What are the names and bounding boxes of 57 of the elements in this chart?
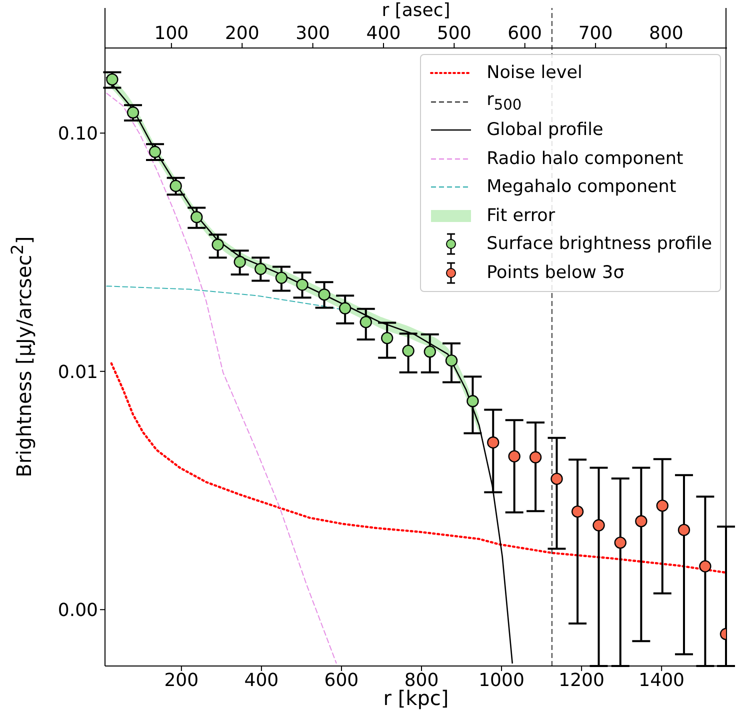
point [318, 288, 330, 301]
point [550, 472, 563, 485]
point [234, 256, 246, 268]
x-tick-label: 600 [324, 670, 359, 691]
point [678, 524, 690, 536]
legend-label: Megahalo component [486, 177, 676, 198]
point [170, 180, 182, 192]
point [275, 272, 288, 284]
legend-label: Global profile [486, 120, 604, 140]
point [445, 354, 458, 367]
point [699, 560, 712, 572]
point [508, 450, 520, 462]
point [126, 106, 140, 119]
x2-tick-label: 500 [436, 23, 472, 44]
y-tick-label: 0.01 [58, 362, 98, 383]
point [360, 316, 372, 328]
point [380, 332, 394, 344]
point [487, 436, 500, 449]
x-tick-label: 1000 [478, 670, 524, 691]
x-tick-label: 1400 [638, 670, 684, 691]
y-tick-label: 0.10 [58, 123, 98, 144]
legend-label: Radio halo component [486, 148, 684, 169]
x2-tick-label: 600 [508, 23, 542, 44]
point [614, 536, 626, 549]
legend-label: Fit error [486, 206, 556, 226]
x2-tick-label: 400 [366, 23, 401, 44]
x-tick-label: 200 [164, 670, 199, 691]
x2-tick-label: 300 [296, 23, 330, 44]
line-series [110, 362, 726, 574]
point [338, 302, 352, 314]
ref-line-label: r$_{500}$ [486, 90, 522, 114]
point [106, 73, 118, 86]
point [656, 500, 668, 512]
y-tick-label: 0.00 [58, 600, 98, 622]
x2-axis-title: r [asec] [380, 0, 452, 21]
point [466, 395, 479, 408]
x2-tick-label: 100 [154, 23, 189, 44]
point [190, 211, 203, 224]
point [571, 505, 584, 518]
point [296, 278, 308, 291]
legend-label: Surface brightness profile [486, 234, 712, 254]
x-tick-label: 1200 [558, 670, 604, 691]
point [212, 238, 224, 251]
point [148, 146, 162, 158]
legend-label: Points below 3σ [486, 262, 624, 283]
x2-tick-label: 700 [578, 23, 613, 44]
x-tick-label: 400 [244, 670, 279, 691]
x2-tick-label: 200 [224, 23, 260, 44]
line-series [106, 92, 337, 664]
x2-tick-label: 800 [649, 23, 684, 44]
point [424, 346, 436, 358]
point [529, 451, 542, 464]
point [635, 515, 648, 528]
point [254, 262, 267, 276]
point [402, 344, 414, 357]
point [592, 519, 605, 532]
legend-label: Noise level [486, 63, 582, 84]
